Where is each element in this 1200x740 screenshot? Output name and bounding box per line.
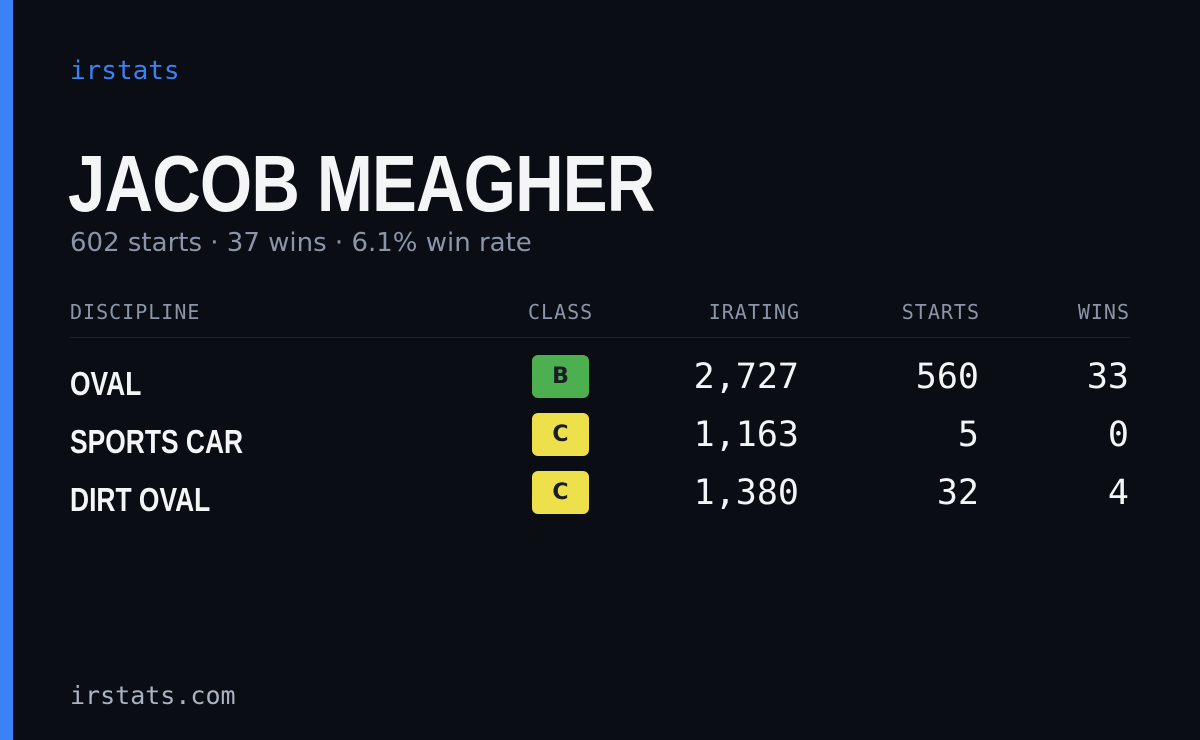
table-row: DIRT OVAL C 1,380 32 4 [70, 471, 1130, 529]
header-discipline: DISCIPLINE [70, 300, 201, 324]
header-wins: WINS [1077, 300, 1130, 324]
header-irating: IRATING [708, 300, 800, 324]
class-badge: C [532, 471, 589, 514]
starts-cell: 560 [915, 357, 979, 397]
discipline-cell: DIRT OVAL [70, 481, 211, 518]
class-badge: C [532, 413, 589, 456]
irating-cell: 1,163 [693, 415, 799, 455]
table-row: SPORTS CAR C 1,163 5 0 [70, 413, 1130, 471]
discipline-cell: OVAL [70, 365, 142, 402]
starts-cell: 5 [957, 415, 979, 455]
wins-cell: 0 [1107, 415, 1129, 455]
stats-table: DISCIPLINE CLASS IRATING STARTS WINS OVA… [70, 298, 1130, 518]
class-badge: B [532, 355, 589, 398]
footer-url: irstats.com [70, 681, 236, 710]
player-name: JACOB MEAGHER [68, 139, 655, 228]
accent-bar [0, 0, 13, 740]
irating-cell: 1,380 [693, 473, 799, 513]
header-starts: STARTS [901, 300, 980, 324]
player-summary: 602 starts · 37 wins · 6.1% win rate [70, 228, 532, 258]
discipline-cell: SPORTS CAR [70, 423, 244, 460]
wins-cell: 4 [1107, 473, 1129, 513]
brand-logo: irstats [70, 56, 180, 86]
irating-cell: 2,727 [693, 357, 799, 397]
table-body: OVAL B 2,727 560 33 SPORTS CAR C 1,163 5… [70, 355, 1130, 529]
header-class: CLASS [528, 300, 594, 324]
table-header: DISCIPLINE CLASS IRATING STARTS WINS [70, 298, 1130, 338]
wins-cell: 33 [1086, 357, 1129, 397]
starts-cell: 32 [936, 473, 979, 513]
table-row: OVAL B 2,727 560 33 [70, 355, 1130, 413]
